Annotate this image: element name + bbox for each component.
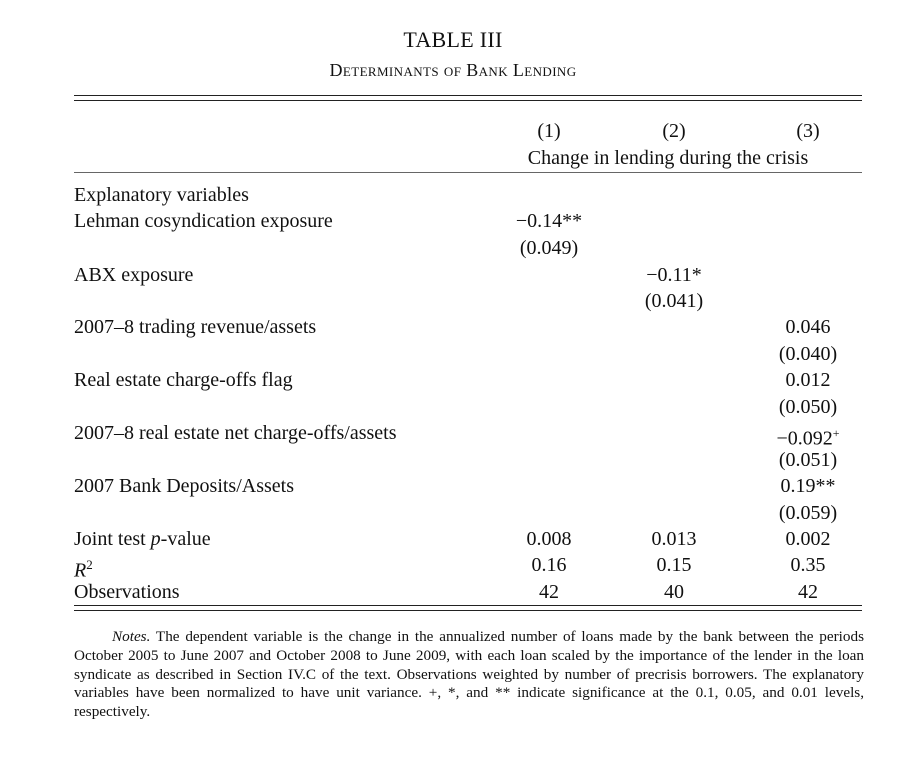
row-label: 2007–8 trading revenue/assets xyxy=(74,316,317,338)
r2-label: R2 xyxy=(74,552,93,584)
joint-test-value: 0.013 xyxy=(651,528,697,550)
r2-value: 0.16 xyxy=(531,554,567,576)
bottom-rule-1 xyxy=(74,605,862,606)
observations-label: Observations xyxy=(74,581,180,603)
joint-test-suffix: -value xyxy=(160,528,211,550)
row-label: Real estate charge-offs flag xyxy=(74,369,293,391)
section-label: Explanatory variables xyxy=(74,184,249,206)
observations-value: 42 xyxy=(539,581,559,603)
r2-exponent: 2 xyxy=(86,557,93,572)
notes-text: The dependent variable is the change in … xyxy=(74,628,864,721)
coef-value: −0.092 xyxy=(776,427,833,450)
table-subtitle: Determinants of Bank Lending xyxy=(329,60,577,80)
se-cell: (0.049) xyxy=(519,237,579,259)
significance-mark: + xyxy=(832,426,840,440)
se-cell: (0.051) xyxy=(778,449,838,471)
row-label: 2007–8 real estate net charge-offs/asset… xyxy=(74,422,397,444)
se-cell: (0.059) xyxy=(778,502,838,524)
column-header-1: (1) xyxy=(537,120,561,142)
row-label: 2007 Bank Deposits/Assets xyxy=(74,475,294,497)
header-rule xyxy=(74,172,862,173)
joint-test-value: 0.002 xyxy=(785,528,831,550)
joint-test-label: Joint test p-value xyxy=(74,526,211,552)
r2-value: 0.15 xyxy=(656,554,692,576)
joint-test-p: p xyxy=(150,528,161,550)
notes-label: Notes. xyxy=(112,628,151,645)
table-notes: Notes. The dependent variable is the cha… xyxy=(74,628,864,722)
column-group-label: Change in lending during the crisis xyxy=(527,147,809,169)
r2-value: 0.35 xyxy=(790,554,826,576)
joint-test-value: 0.008 xyxy=(526,528,572,550)
r2-letter: R xyxy=(74,559,87,582)
se-cell: (0.040) xyxy=(778,343,838,365)
top-rule-1 xyxy=(74,95,862,96)
coef-cell: 0.012 xyxy=(785,369,831,391)
observations-value: 42 xyxy=(798,581,818,603)
coef-cell: 0.19** xyxy=(780,475,836,497)
table-title: TABLE III xyxy=(403,27,503,52)
coef-cell: −0.14** xyxy=(515,210,583,232)
coef-cell: 0.046 xyxy=(785,316,831,338)
row-label: Lehman cosyndication exposure xyxy=(74,210,333,232)
se-cell: (0.041) xyxy=(644,290,704,312)
coef-cell: −0.11* xyxy=(646,264,702,286)
row-label: ABX exposure xyxy=(74,264,194,286)
top-rule-2 xyxy=(74,100,862,101)
coef-cell: −0.092+ xyxy=(748,420,868,452)
joint-test-prefix: Joint test xyxy=(74,528,151,550)
se-cell: (0.050) xyxy=(778,396,838,418)
column-header-2: (2) xyxy=(662,120,686,142)
bottom-rule-2 xyxy=(74,610,862,611)
column-header-3: (3) xyxy=(796,120,820,142)
observations-value: 40 xyxy=(664,581,684,603)
